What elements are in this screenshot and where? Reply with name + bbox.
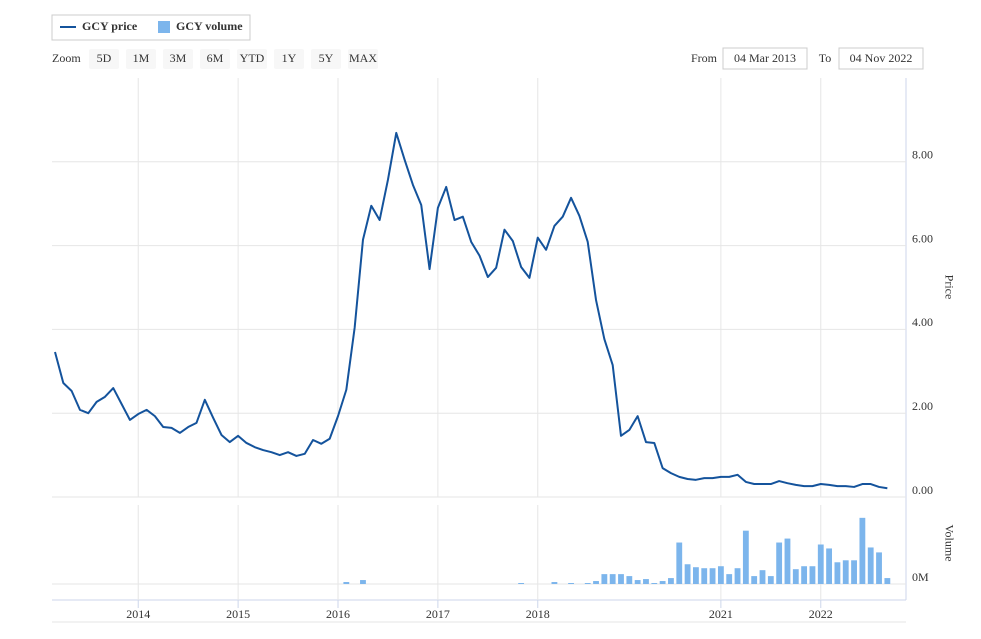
volume-bar (701, 568, 708, 584)
volume-bar (726, 574, 733, 584)
volume-bar (867, 547, 874, 584)
volume-bar (609, 574, 616, 584)
zoom-button[interactable] (348, 49, 378, 69)
volume-bar (659, 581, 666, 584)
volume-bar (876, 552, 882, 584)
volume-bar (734, 568, 741, 584)
volume-bar (859, 517, 866, 584)
volume-bar (826, 548, 833, 584)
volume-bar (851, 560, 857, 584)
volume-bar (801, 566, 808, 584)
zoom-button-label[interactable]: YTD (240, 51, 265, 65)
volume-bar (842, 560, 849, 584)
zoom-button[interactable] (237, 49, 267, 69)
zoom-button[interactable] (311, 49, 341, 69)
x-tick-label: 2018 (526, 607, 550, 621)
y2-axis-title: Volume (942, 524, 956, 561)
volume-bar (676, 542, 683, 584)
zoom-button[interactable] (163, 49, 193, 69)
volume-bar (584, 583, 591, 584)
volume-bar (684, 564, 691, 584)
zoom-label: Zoom (52, 51, 81, 65)
to-label: To (819, 51, 832, 65)
volume-bar (751, 576, 758, 584)
volume-bar (668, 578, 674, 584)
zoom-button-label[interactable]: 3M (170, 51, 187, 65)
x-tick-label: 2022 (809, 607, 833, 621)
volume-bar (759, 570, 766, 584)
x-tick-label: 2021 (709, 607, 733, 621)
to-input[interactable] (838, 47, 924, 70)
volume-bar (651, 583, 658, 584)
volume-bar (742, 530, 749, 584)
from-date[interactable]: 04 Mar 2013 (734, 51, 796, 65)
volume-bar (784, 538, 791, 584)
volume-bar (817, 544, 824, 584)
volume-bar (593, 581, 599, 584)
volume-bar (568, 583, 574, 584)
x-tick-label: 2014 (126, 607, 150, 621)
zoom-button[interactable] (200, 49, 230, 69)
volume-bar (809, 566, 816, 584)
zoom-button[interactable] (274, 49, 304, 69)
legend-label[interactable]: GCY volume (176, 19, 243, 33)
volume-bar (551, 582, 558, 584)
zoom-button[interactable] (89, 49, 119, 69)
x-tick-label: 2017 (426, 607, 450, 621)
from-label: From (691, 51, 718, 65)
volume-bar (776, 542, 783, 584)
volume-bar (601, 574, 608, 584)
volume-bar (884, 578, 891, 584)
y-tick-label: 6.00 (912, 231, 933, 245)
x-tick-label: 2016 (326, 607, 350, 621)
volume-bar (360, 580, 366, 584)
zoom-button-label[interactable]: 5Y (319, 51, 334, 65)
volume-bar (834, 562, 841, 584)
price-line (54, 131, 888, 490)
from-input[interactable] (722, 47, 808, 70)
y-tick-label: 2.00 (912, 399, 933, 413)
y-axis-title: Price (942, 275, 956, 300)
y-tick-label: 0.00 (912, 483, 933, 497)
zoom-button-label[interactable]: MAX (349, 51, 377, 65)
zoom-button-label[interactable]: 6M (207, 51, 224, 65)
zoom-button-label[interactable]: 1M (133, 51, 150, 65)
volume-bar (343, 582, 350, 584)
legend-swatch (158, 21, 170, 33)
volume-bar (518, 583, 525, 584)
y2-tick-label: 0M (912, 570, 929, 584)
zoom-button[interactable] (126, 49, 156, 69)
volume-bar (709, 568, 716, 584)
y-tick-label: 4.00 (912, 315, 933, 329)
zoom-button-label[interactable]: 1Y (282, 51, 297, 65)
volume-bar (643, 579, 649, 584)
volume-bar (618, 574, 624, 584)
volume-bar (717, 566, 724, 584)
volume-bar (692, 567, 699, 584)
volume-bar (792, 569, 799, 584)
zoom-button-label[interactable]: 5D (97, 51, 112, 65)
legend-box (51, 14, 251, 41)
volume-bar (626, 576, 633, 584)
to-date[interactable]: 04 Nov 2022 (850, 51, 913, 65)
volume-bar (634, 580, 641, 584)
y-tick-label: 8.00 (912, 148, 933, 162)
volume-bar (767, 576, 774, 584)
legend-label[interactable]: GCY price (82, 19, 138, 33)
x-tick-label: 2015 (226, 607, 250, 621)
